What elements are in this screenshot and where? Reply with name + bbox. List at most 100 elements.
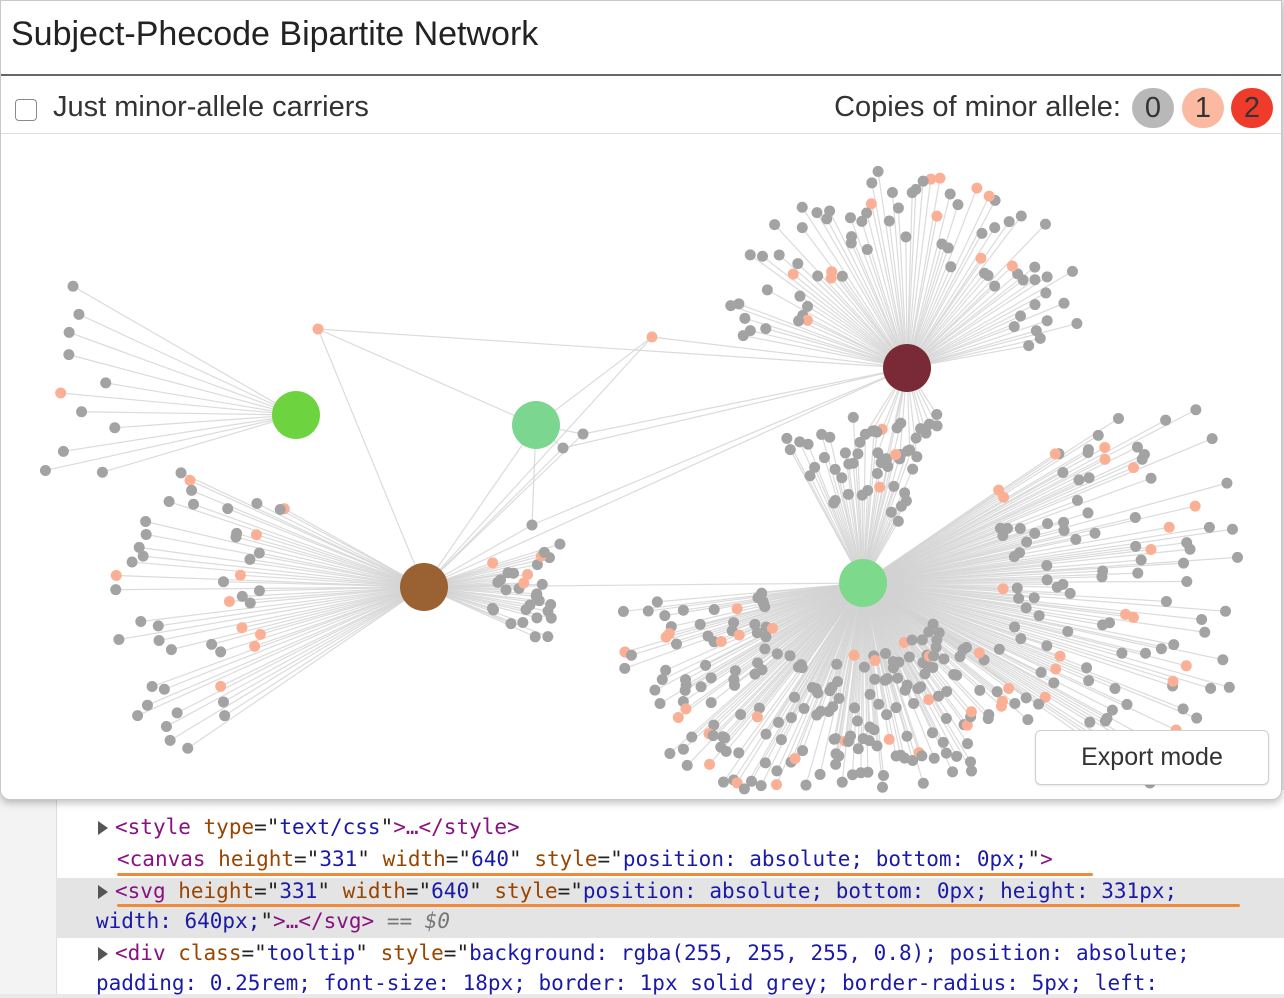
panel-title: Subject-Phecode Bipartite Network xyxy=(11,15,538,54)
subject-node-zero-copies xyxy=(1146,473,1157,484)
subject-node-zero-copies xyxy=(1224,682,1235,693)
expand-triangle-icon[interactable] xyxy=(98,821,108,835)
subject-node-zero-copies xyxy=(828,497,839,508)
subject-node-one-copy xyxy=(890,449,901,460)
subject-node-zero-copies xyxy=(657,674,668,685)
subject-node-zero-copies xyxy=(161,721,172,732)
expand-triangle-icon[interactable] xyxy=(98,947,108,961)
subject-node-zero-copies xyxy=(840,447,851,458)
subject-node-zero-copies xyxy=(619,663,630,674)
subject-node-zero-copies xyxy=(899,487,910,498)
network-edge xyxy=(177,587,424,713)
subject-node-zero-copies xyxy=(843,489,854,500)
subject-node-one-copy xyxy=(185,475,196,486)
subject-node-zero-copies xyxy=(1057,579,1068,590)
checkbox-label[interactable]: Just minor-allele carriers xyxy=(53,91,369,124)
subject-node-zero-copies xyxy=(859,662,870,673)
network-edge xyxy=(863,368,907,583)
subject-node-one-copy xyxy=(734,630,745,641)
network-edge xyxy=(166,587,424,726)
subject-node-zero-copies xyxy=(721,746,732,757)
allele-copies-2-badge[interactable]: 2 xyxy=(1231,88,1273,128)
subject-node-zero-copies xyxy=(678,605,689,616)
subject-node-zero-copies xyxy=(911,432,922,443)
subject-node-zero-copies xyxy=(928,619,939,630)
subject-node-zero-copies xyxy=(756,780,767,791)
subject-node-zero-copies xyxy=(797,745,808,756)
bipartite-network-graph[interactable] xyxy=(1,135,1279,795)
devtools-line-style[interactable]: <style type="text/css">…</style> xyxy=(115,812,520,842)
subject-node-zero-copies xyxy=(738,330,749,341)
phecode-node-mint-large xyxy=(839,559,887,607)
network-edge xyxy=(102,415,296,472)
subject-node-zero-copies xyxy=(872,468,883,479)
subject-node-zero-copies xyxy=(1033,699,1044,710)
devtools-line-tooltip[interactable]: <div class="tooltip" style="background: … xyxy=(115,938,1190,968)
devtools-line-svg[interactable]: <svg height="331" width="640" style="pos… xyxy=(115,876,1177,906)
subject-node-one-copy xyxy=(826,273,837,284)
subject-node-zero-copies xyxy=(1021,537,1032,548)
copies-of-minor-allele-label: Copies of minor allele: xyxy=(834,91,1121,124)
subject-node-one-copy xyxy=(224,596,235,607)
subject-node-zero-copies xyxy=(891,702,902,713)
subject-node-one-copy xyxy=(931,211,942,222)
subject-node-one-copy xyxy=(680,703,691,714)
allele-copies-0-badge[interactable]: 0 xyxy=(1132,88,1174,128)
subject-node-one-copy xyxy=(704,759,715,770)
subject-node-zero-copies xyxy=(127,557,138,568)
export-mode-button[interactable]: Export mode xyxy=(1035,730,1269,785)
subject-node-zero-copies xyxy=(172,707,183,718)
subject-node-zero-copies xyxy=(735,709,746,720)
subject-node-zero-copies xyxy=(153,620,164,631)
subject-node-zero-copies xyxy=(994,644,1005,655)
subject-node-zero-copies xyxy=(927,662,938,673)
subject-node-one-copy xyxy=(1055,651,1066,662)
subject-node-zero-copies xyxy=(1190,404,1201,415)
subject-node-zero-copies xyxy=(1132,442,1143,453)
subject-node-zero-copies xyxy=(927,727,938,738)
subject-node-zero-copies xyxy=(862,244,873,255)
network-edge xyxy=(79,314,296,415)
subject-node-zero-copies xyxy=(219,710,230,721)
subject-node-one-copy xyxy=(111,570,122,581)
subject-node-one-copy xyxy=(1145,544,1156,555)
network-edge xyxy=(147,587,424,705)
devtools-line-canvas[interactable]: <canvas height="331" width="640" style="… xyxy=(117,844,1053,874)
subject-node-one-copy xyxy=(884,734,895,745)
subject-node-one-copy xyxy=(966,706,977,717)
subject-node-zero-copies xyxy=(849,702,860,713)
subject-node-one-copy xyxy=(997,696,1008,707)
subject-node-zero-copies xyxy=(176,467,187,478)
network-edge xyxy=(583,368,907,434)
subject-node-zero-copies xyxy=(244,554,255,565)
network-edge xyxy=(170,587,424,740)
subject-node-zero-copies xyxy=(545,599,556,610)
subject-node-zero-copies xyxy=(141,529,152,540)
subject-node-zero-copies xyxy=(833,693,844,704)
subject-node-zero-copies xyxy=(761,729,772,740)
subject-node-zero-copies xyxy=(1009,621,1020,632)
subject-node-zero-copies xyxy=(154,635,165,646)
subject-node-zero-copies xyxy=(554,539,565,550)
subject-node-zero-copies xyxy=(686,732,697,743)
subject-node-one-copy xyxy=(1007,260,1018,271)
network-edge xyxy=(69,332,296,415)
subject-node-zero-copies xyxy=(531,588,542,599)
subject-node-zero-copies xyxy=(64,327,75,338)
devtools-line-svg-cont[interactable]: width: 640px;">…</svg> == $0 xyxy=(96,906,450,936)
allele-copies-1-badge[interactable]: 1 xyxy=(1182,88,1224,128)
subject-node-zero-copies xyxy=(812,687,823,698)
subject-node-zero-copies xyxy=(718,777,729,788)
subject-node-zero-copies xyxy=(1181,537,1192,548)
subject-node-zero-copies xyxy=(797,222,808,233)
subject-node-zero-copies xyxy=(1058,517,1069,528)
subject-node-zero-copies xyxy=(784,650,795,661)
subject-node-zero-copies xyxy=(893,516,904,527)
minor-allele-carriers-checkbox[interactable] xyxy=(15,99,37,121)
subject-node-zero-copies xyxy=(857,490,868,501)
network-edge xyxy=(563,368,907,448)
subject-node-zero-copies xyxy=(886,507,897,518)
subject-node-zero-copies xyxy=(140,516,151,527)
subject-node-zero-copies xyxy=(1104,617,1115,628)
expand-triangle-icon[interactable] xyxy=(98,885,108,899)
